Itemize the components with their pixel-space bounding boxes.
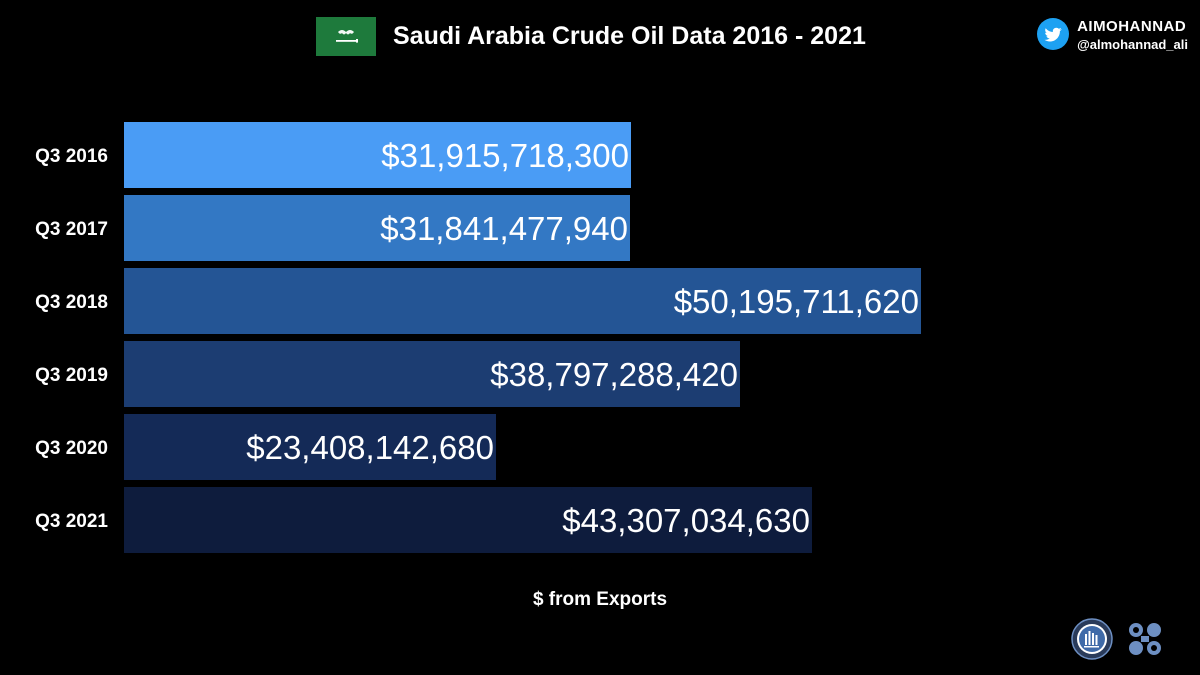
- brand-name: AIMOHANNAD: [1077, 18, 1187, 35]
- value-label: $43,307,034,630: [562, 502, 810, 539]
- bar-q3-2018: [124, 268, 921, 334]
- value-label: $38,797,288,420: [490, 356, 738, 393]
- category-label: Q3 2020: [35, 438, 108, 459]
- value-label: $23,408,142,680: [246, 429, 494, 466]
- value-label: $31,841,477,940: [380, 210, 628, 247]
- brand-badge[interactable]: AIMOHANNAD @almohannad_ali: [1037, 14, 1188, 58]
- brand-handle: @almohannad_ali: [1077, 37, 1188, 52]
- bar-q3-2019: [124, 341, 740, 407]
- category-label: Q3 2016: [35, 146, 108, 167]
- category-label: Q3 2019: [35, 365, 108, 386]
- bar-q3-2016: [124, 122, 631, 188]
- opec-logo-icon: [1126, 621, 1164, 657]
- bar-q3-2017: [124, 195, 630, 261]
- category-label: Q3 2021: [35, 511, 108, 532]
- chart-title: Saudi Arabia Crude Oil Data 2016 - 2021: [393, 22, 866, 50]
- twitter-bird-icon: [1037, 17, 1070, 55]
- seal-logo-icon: [1071, 618, 1113, 660]
- bar-q3-2020: [124, 414, 496, 480]
- saudi-flag-icon: [316, 17, 376, 56]
- category-label: Q3 2018: [35, 292, 108, 313]
- value-label: $50,195,711,620: [674, 283, 919, 320]
- bar-q3-2021: [124, 487, 812, 553]
- x-axis-label: $ from Exports: [532, 589, 668, 610]
- category-label: Q3 2017: [35, 219, 108, 240]
- value-label: $31,915,718,300: [381, 137, 629, 174]
